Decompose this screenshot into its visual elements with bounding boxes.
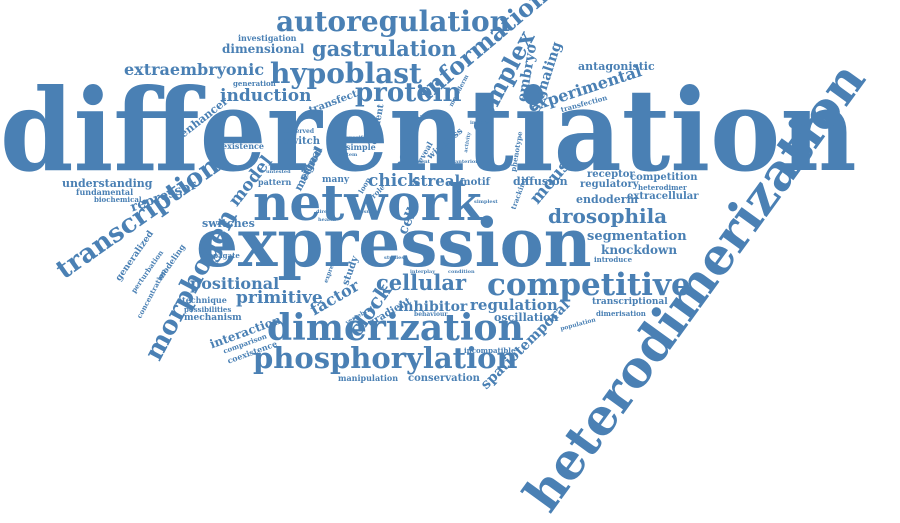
word-network: network: [253, 173, 482, 232]
word-extracellular: extracellular: [627, 191, 699, 202]
word-investigation: investigation: [238, 33, 297, 43]
word-possibilities: possibilities: [184, 305, 232, 314]
word-recent: recent: [412, 159, 430, 165]
word-intrinsic: intrinsic: [470, 120, 494, 126]
word-autoregulation: autoregulation: [276, 5, 510, 38]
word-condition: condition: [448, 269, 475, 275]
word-switches: switches: [202, 217, 255, 230]
word-direct: direct: [316, 209, 333, 215]
word-knockdown: knockdown: [601, 243, 678, 257]
word-double: double: [344, 165, 364, 171]
word-many: many: [322, 175, 350, 185]
word-manipulation: manipulation: [338, 373, 399, 383]
word-incompatible: incompatible: [464, 346, 516, 355]
word-expression: expression: [196, 204, 592, 282]
word-dimensional: dimensional: [222, 42, 305, 56]
word-behaviour: behaviour: [414, 311, 448, 318]
word-gastrulation: gastrulation: [312, 36, 457, 61]
word-simplest: simplest: [474, 199, 498, 205]
word-system: system: [338, 152, 358, 158]
word-simple: simple: [346, 142, 376, 152]
word-competition: competition: [630, 172, 698, 183]
word-switch: switch: [284, 136, 321, 147]
word-diffusion: diffusion: [513, 175, 568, 188]
word-positional: positional: [190, 274, 280, 293]
word-regulatory: regulatory: [580, 179, 639, 190]
word-untested: untested: [266, 169, 291, 175]
word-motif: motif: [460, 177, 490, 188]
word-generation: generation: [233, 79, 276, 88]
word-primitive: primitive: [236, 288, 323, 308]
word-technique: technique: [182, 295, 227, 305]
word-competitive: competitive: [487, 267, 691, 303]
word-dimerization: dimerization: [267, 307, 524, 349]
word-result: result: [358, 209, 375, 215]
word-chick: chick: [368, 171, 420, 191]
word-differentiation: differentiation: [0, 64, 857, 197]
word-endoderm: endoderm: [576, 193, 639, 206]
word-mechanism: mechanism: [184, 313, 242, 323]
word-antagonistic: antagonistic: [578, 60, 655, 73]
word-hypoblast: hypoblast: [270, 57, 422, 90]
word-introduce: introduce: [594, 255, 633, 264]
word-propagate: propagate: [200, 251, 240, 260]
word-biochemical: biochemical: [94, 195, 142, 204]
word-streak: streak: [412, 172, 465, 190]
word-drosophila: drosophila: [548, 204, 668, 228]
word-cellular: cellular: [376, 270, 467, 295]
word-protein: protein: [355, 78, 462, 108]
word-interplay: interplay: [410, 269, 436, 275]
word-health: health: [318, 217, 336, 223]
word-heterodimer: heterodimer: [638, 183, 687, 192]
word-population: population: [559, 316, 597, 333]
word-regulation: regulation: [470, 296, 558, 314]
word-receptor: receptor: [587, 169, 635, 180]
word-dimerisation: dimerisation: [596, 309, 646, 318]
word-oscillation: oscillation: [494, 311, 559, 324]
word-fundamental: fundamental: [76, 187, 134, 197]
word-segmentation: segmentation: [587, 229, 687, 244]
word-conservation: conservation: [408, 373, 480, 384]
word-induction: induction: [220, 86, 312, 106]
word-anterior: anterior: [455, 159, 478, 165]
word-extraembryonic: extraembryonic: [124, 60, 265, 79]
word-wave: wave: [332, 159, 346, 165]
word-transcriptional: transcriptional: [592, 297, 668, 307]
word-understanding: understanding: [62, 177, 153, 190]
word-studies: studies: [384, 255, 405, 261]
word-observed: observed: [284, 128, 315, 135]
word-pattern: pattern: [258, 177, 292, 187]
word-inhibitor: inhibitor: [398, 299, 468, 315]
word-existence: existence: [222, 141, 264, 151]
word-specific: specific: [346, 135, 368, 141]
word-phosphorylation: phosphorylation: [253, 341, 518, 375]
